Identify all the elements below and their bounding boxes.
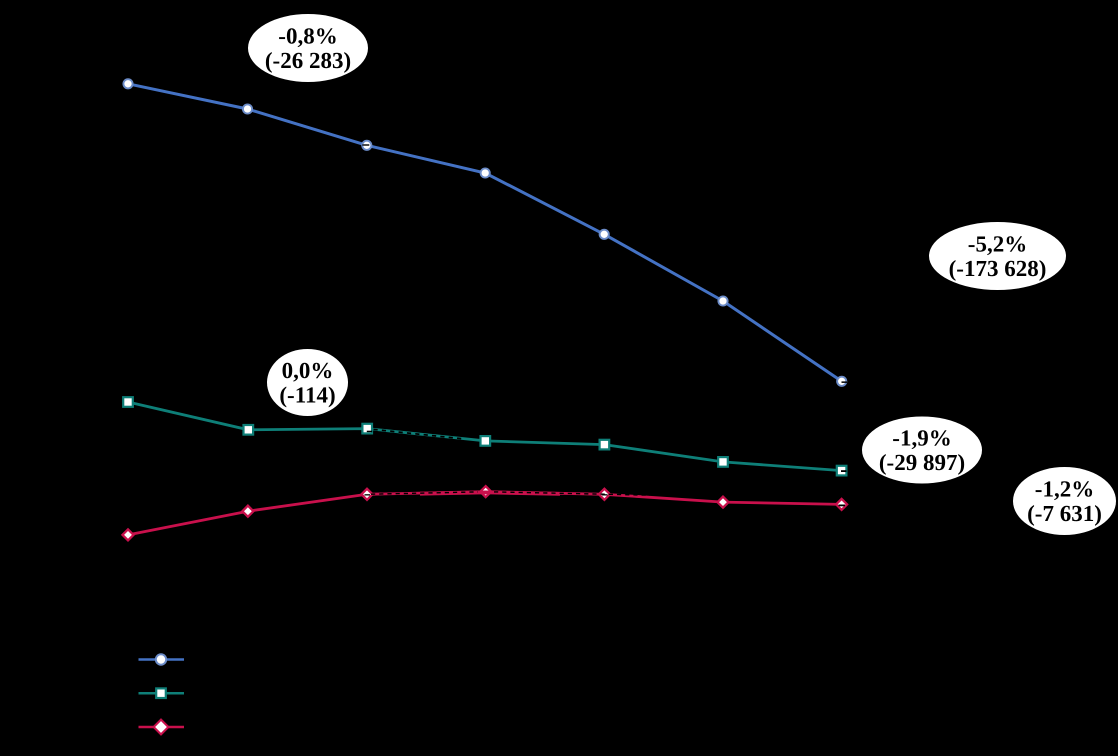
svg-text:(-173 628): (-173 628) (949, 256, 1047, 281)
svg-text:(-114): (-114) (279, 382, 335, 407)
svg-text:-5,2%: -5,2% (968, 231, 1027, 256)
svg-text:-1,9%: -1,9% (892, 425, 951, 450)
svg-text:0,0%: 0,0% (282, 358, 334, 383)
svg-text:-1,2%: -1,2% (1035, 476, 1094, 501)
svg-text:-0,8%: -0,8% (278, 23, 337, 48)
svg-text:(-7 631): (-7 631) (1027, 501, 1102, 526)
svg-text:(-26 283): (-26 283) (265, 48, 351, 73)
svg-text:(-29 897): (-29 897) (879, 450, 965, 475)
